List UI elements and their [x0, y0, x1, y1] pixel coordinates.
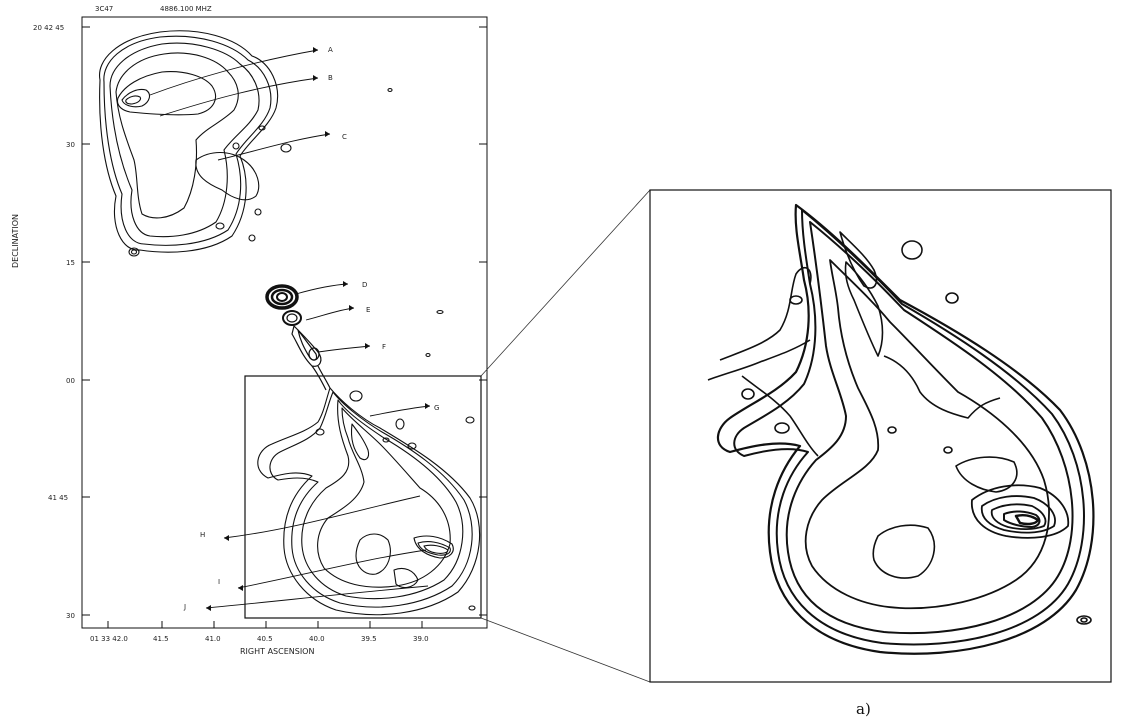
zoom-inset-contours [707, 203, 1095, 655]
x-tick-label: 40.5 [257, 635, 273, 643]
feature-label-g: G [434, 404, 439, 412]
x-tick-marks [107, 621, 423, 628]
zoom-connector-lines [480, 189, 651, 683]
feature-label-h: H [200, 531, 205, 539]
x-axis-title: RIGHT ASCENSION [240, 647, 314, 656]
annotation-arrowheads [206, 47, 430, 611]
south-lobe-contours [257, 309, 481, 616]
figure-caption: a) [856, 700, 871, 718]
y-tick-label: 30 [66, 612, 75, 620]
zoom-region-box [244, 375, 482, 619]
y-tick-label: 30 [66, 141, 75, 149]
feature-label-c: C [342, 133, 347, 141]
main-plot-frame [81, 16, 488, 629]
feature-label-d: D [362, 281, 367, 289]
feature-label-a: A [328, 46, 333, 54]
feature-label-i: I [218, 578, 220, 586]
y-tick-label: 20 42 45 [33, 24, 64, 32]
x-tick-label: 41.5 [153, 635, 169, 643]
y-tick-label: 00 [66, 377, 75, 385]
x-tick-label: 39.0 [413, 635, 429, 643]
frequency-label: 4886.100 MHZ [160, 5, 212, 13]
feature-label-f: F [382, 343, 386, 351]
feature-label-e: E [366, 306, 370, 314]
feature-label-j: J [183, 603, 186, 611]
x-tick-label: 01 33 42.0 [90, 635, 128, 643]
y-tick-label: 15 [66, 259, 75, 267]
annotation-arrows [149, 49, 431, 609]
north-lobe-contours [99, 30, 393, 257]
feature-label-b: B [328, 74, 333, 82]
x-tick-label: 39.5 [361, 635, 377, 643]
y-tick-marks [82, 26, 487, 616]
x-tick-label: 40.0 [309, 635, 325, 643]
y-tick-label: 41 45 [48, 494, 68, 502]
x-tick-label: 41.0 [205, 635, 221, 643]
y-axis-title: DECLINATION [11, 214, 20, 268]
zoom-inset-frame [649, 189, 1112, 683]
source-name: 3C47 [95, 5, 113, 13]
core-jet-contours [265, 284, 331, 391]
